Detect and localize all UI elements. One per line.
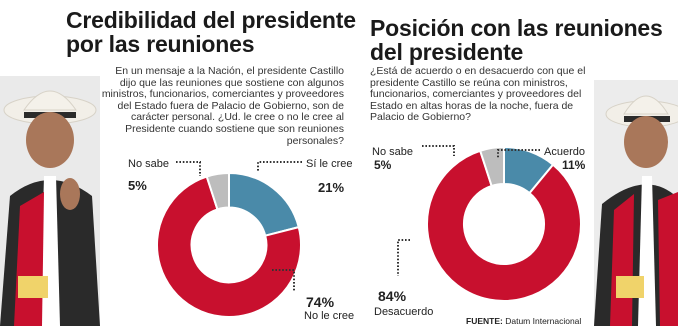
no-sabe-label-left: No sabe [128, 158, 169, 170]
desacuerdo-leader [397, 239, 410, 276]
desacuerdo-label: Desacuerdo [374, 306, 434, 318]
position-donut-chart [426, 145, 582, 302]
credibility-panel: Credibilidad del presidente por las reun… [0, 7, 356, 326]
si-le-cree-leader [257, 161, 302, 172]
credibility-question-text: En un mensaje a la Nación, el presidente… [101, 65, 344, 147]
source-value: Datum Internacional [505, 316, 582, 326]
credibility-donut-chart [156, 171, 302, 318]
si-le-cree-value: 21% [318, 180, 345, 195]
acuerdo-value: 11% [562, 158, 586, 172]
no-sabe-value-right: 5% [374, 158, 392, 172]
acuerdo-label: Acuerdo [544, 146, 585, 158]
no-le-cree-label: No le cree [304, 310, 355, 322]
no-sabe-value-left: 5% [128, 178, 147, 193]
no-le-cree-value: 74% [306, 294, 335, 310]
source-label: FUENTE: [466, 316, 503, 326]
credibility-slice-no-sabe [205, 171, 230, 211]
source-credit: FUENTE: Datum Internacional [466, 316, 581, 326]
president-photo-left [0, 76, 100, 326]
credibility-slice-no-le-cree [156, 175, 302, 318]
position-slice-desacuerdo [426, 149, 582, 302]
president-photo-right [594, 80, 678, 326]
position-question-text: ¿Está de acuerdo o en desacuerdo con que… [370, 65, 586, 124]
desacuerdo-value: 84% [378, 288, 407, 304]
credibility-title: Credibilidad del presidente por las reun… [66, 7, 356, 57]
position-title: Posición con las reuniones del president… [370, 15, 663, 65]
position-panel: Posición con las reuniones del president… [358, 0, 678, 326]
si-le-cree-label: Sí le cree [306, 158, 353, 170]
no-sabe-label-right: No sabe [372, 146, 413, 158]
credibility-slice-sí-le-cree [228, 171, 300, 237]
